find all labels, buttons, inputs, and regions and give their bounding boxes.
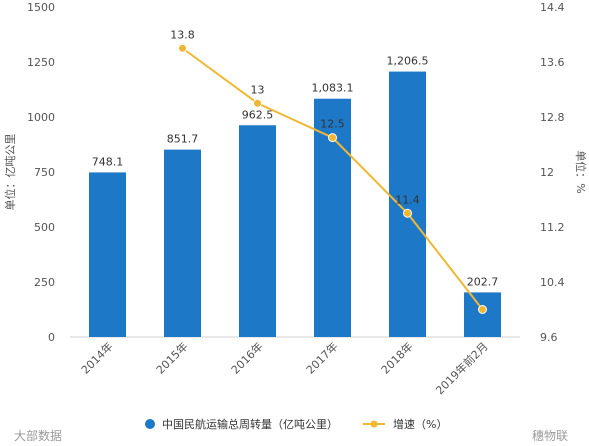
y-tick-label: 500 bbox=[34, 221, 55, 234]
line-point bbox=[328, 133, 337, 143]
bar-data-label: 1,206.5 bbox=[387, 55, 429, 68]
legend-label-bars: 中国民航运输总周转量（亿吨公里） bbox=[162, 417, 338, 431]
y-tick-label: 1500 bbox=[27, 1, 55, 14]
y2-tick-label: 10.4 bbox=[540, 276, 565, 289]
y2-tick-label: 13.6 bbox=[540, 56, 565, 69]
right-axis-ticks: 9.6 10.4 11.2 12 12.8 13.6 14.4 bbox=[540, 1, 565, 344]
x-tick-label: 2014年 bbox=[78, 339, 115, 376]
line-data-label: 12.5 bbox=[320, 118, 345, 131]
source-watermark: 大部数据 bbox=[14, 428, 62, 443]
y-tick-label: 0 bbox=[48, 331, 55, 344]
line-point bbox=[478, 305, 487, 314]
y-tick-label: 250 bbox=[34, 276, 55, 289]
line-series: 13.8 13 12.5 11.4 bbox=[170, 28, 487, 314]
bar-data-label: 851.7 bbox=[167, 133, 199, 146]
line-data-label: 13.8 bbox=[170, 28, 195, 41]
legend-marker-bars bbox=[145, 419, 155, 429]
y-tick-label: 750 bbox=[34, 166, 55, 179]
x-tick-label: 2018年 bbox=[378, 339, 415, 376]
bar bbox=[389, 71, 426, 337]
x-tick-label: 2017年 bbox=[303, 339, 340, 376]
y2-axis-title: 单位：% bbox=[574, 150, 588, 193]
line-point bbox=[253, 98, 262, 108]
line-point bbox=[178, 43, 187, 53]
bar-series bbox=[89, 71, 501, 337]
x-tick-label: 2016年 bbox=[228, 339, 265, 376]
line-data-label: 13 bbox=[251, 83, 265, 96]
y2-tick-label: 14.4 bbox=[540, 1, 565, 14]
bar bbox=[464, 292, 501, 337]
y2-tick-label: 12.8 bbox=[540, 111, 565, 124]
bar-data-label: 748.1 bbox=[92, 155, 124, 168]
legend-marker-line-dot bbox=[370, 420, 378, 428]
bar-data-label: 202.7 bbox=[467, 275, 499, 288]
bar bbox=[239, 125, 276, 337]
x-axis-ticks: 2014年 2015年 2016年 2017年 2018年 2019年前2月 bbox=[78, 339, 490, 397]
legend-label-line: 增速（%） bbox=[393, 417, 447, 431]
left-axis-ticks: 0 250 500 750 1000 1250 1500 bbox=[27, 1, 55, 344]
bar bbox=[89, 172, 126, 337]
y2-tick-label: 12 bbox=[540, 166, 554, 179]
bar-data-labels: 748.1 851.7 962.5 1,083.1 1,206.5 202.7 bbox=[92, 55, 499, 289]
y-tick-label: 1250 bbox=[27, 56, 55, 69]
line-point bbox=[403, 208, 412, 218]
y2-tick-label: 11.2 bbox=[540, 221, 565, 234]
legend: 中国民航运输总周转量（亿吨公里） 增速（%） bbox=[145, 417, 447, 431]
bar-data-label: 1,083.1 bbox=[312, 82, 354, 95]
x-tick-label: 2015年 bbox=[153, 339, 190, 376]
x-tick-label: 2019年前2月 bbox=[433, 339, 491, 397]
line-data-label: 11.4 bbox=[395, 193, 420, 206]
bar-data-label: 962.5 bbox=[242, 108, 274, 121]
bar bbox=[164, 149, 201, 337]
brand-watermark: 穗物联 bbox=[532, 429, 568, 443]
y2-tick-label: 9.6 bbox=[540, 331, 558, 344]
y-axis-title: 单位：亿吨公里 bbox=[3, 134, 17, 211]
y-tick-label: 1000 bbox=[27, 111, 55, 124]
